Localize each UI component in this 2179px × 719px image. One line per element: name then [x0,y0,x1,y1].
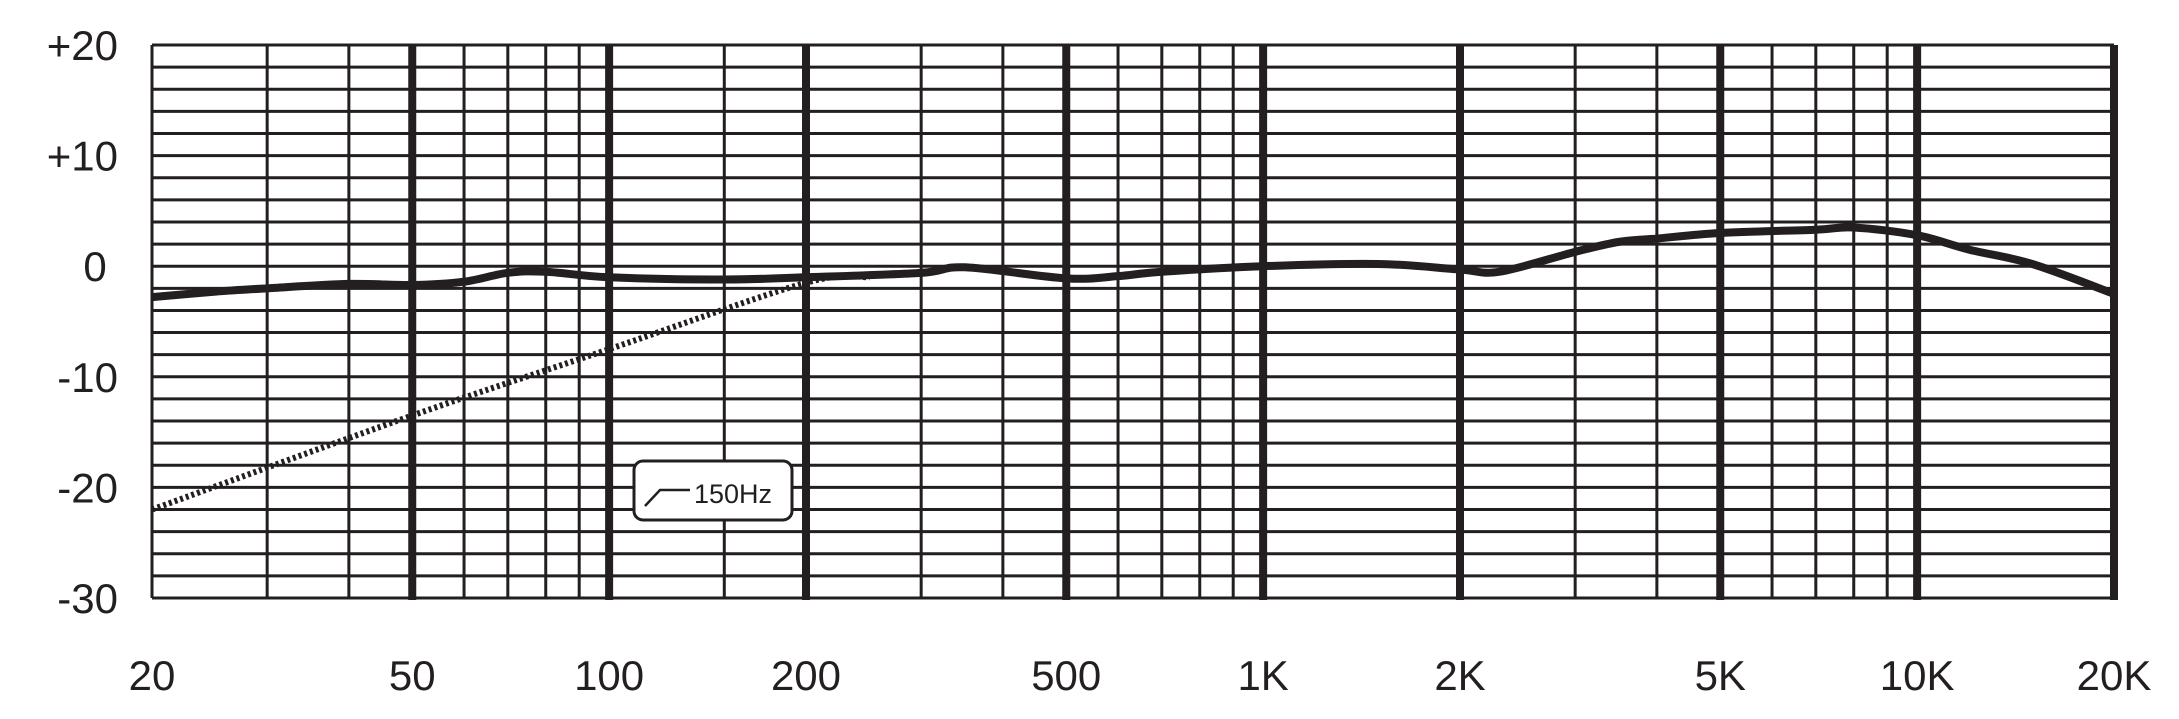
grid [150,43,2118,600]
x-tick-label: 20 [129,652,176,699]
filter-annotation: 150Hz [632,459,794,522]
x-tick-label: 5K [1695,652,1746,699]
x-tick-label: 500 [1031,652,1101,699]
series-layer [150,223,2116,513]
high-pass-filter-icon [644,488,690,507]
x-tick-label: 100 [574,652,644,699]
y-tick-label: -20 [57,464,118,511]
highpass-response-line [150,272,870,513]
x-tick-label: 50 [389,652,436,699]
x-axis-ticks: 20 50 100 200 500 1K 2K 5K 10K 20K [129,652,2152,699]
y-tick-label: +20 [47,22,118,69]
y-tick-label: -30 [57,575,118,622]
x-tick-label: 200 [771,652,841,699]
y-tick-label: 0 [83,243,106,290]
x-tick-label: 2K [1434,652,1485,699]
y-tick-label: -10 [57,354,118,401]
frequency-response-line [151,223,2116,302]
annotation-box [632,459,794,522]
x-tick-label: 10K [1880,652,1955,699]
x-tick-label: 1K [1237,652,1288,699]
annotation-label: 150Hz [694,479,772,509]
x-tick-label: 20K [2077,652,2152,699]
y-axis-ticks: +20 +10 0 -10 -20 -30 [47,22,118,622]
y-tick-label: +10 [47,133,118,180]
